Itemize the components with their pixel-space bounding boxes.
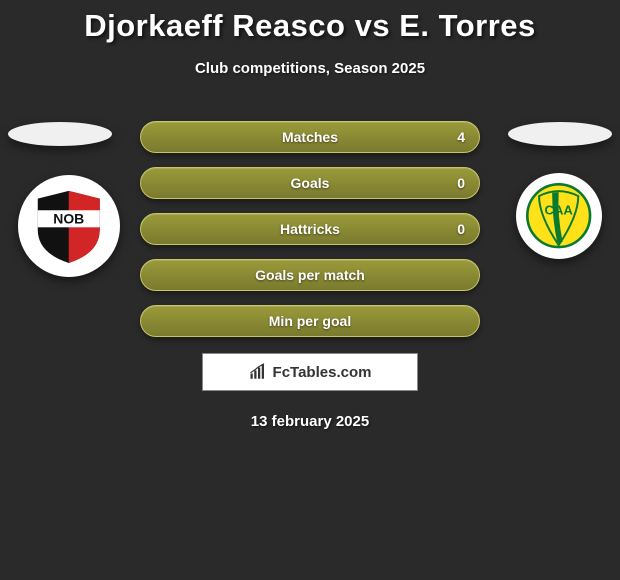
- page-subtitle: Club competitions, Season 2025: [0, 60, 620, 77]
- stat-label: Goals per match: [141, 267, 479, 283]
- stat-row-min-per-goal: Min per goal: [140, 305, 480, 337]
- stat-row-hattricks: Hattricks 0: [140, 213, 480, 245]
- stat-label: Goals: [141, 175, 479, 191]
- stat-right-value: 4: [443, 122, 479, 152]
- source-badge-text: FcTables.com: [273, 364, 372, 381]
- crest-right: CAA: [516, 173, 602, 259]
- stat-right-value: 0: [443, 168, 479, 198]
- stat-right-value: [447, 260, 479, 290]
- root: Djorkaeff Reasco vs E. Torres Club compe…: [0, 0, 620, 580]
- stat-right-value: 0: [443, 214, 479, 244]
- stat-label: Min per goal: [141, 313, 479, 329]
- stat-right-value: [447, 306, 479, 336]
- aldosivi-shield-icon: CAA: [526, 183, 591, 248]
- bar-chart-icon: [249, 363, 267, 381]
- source-badge[interactable]: FcTables.com: [202, 353, 418, 391]
- footer-date: 13 february 2025: [0, 413, 620, 430]
- player-right-ellipse: [508, 122, 612, 146]
- content-area: NOB CAA Matches 4 Goals 0: [0, 105, 620, 445]
- crest-left-text: NOB: [54, 211, 85, 227]
- page-title: Djorkaeff Reasco vs E. Torres: [0, 8, 620, 44]
- player-left-ellipse: [8, 122, 112, 146]
- stat-row-goals: Goals 0: [140, 167, 480, 199]
- crest-right-text: CAA: [545, 203, 574, 218]
- stat-label: Hattricks: [141, 221, 479, 237]
- stat-label: Matches: [141, 129, 479, 145]
- newells-shield-icon: NOB: [30, 187, 108, 265]
- stat-row-goals-per-match: Goals per match: [140, 259, 480, 291]
- crest-left: NOB: [18, 175, 120, 277]
- stat-row-matches: Matches 4: [140, 121, 480, 153]
- stats-list: Matches 4 Goals 0 Hattricks 0 Goals per …: [140, 121, 480, 351]
